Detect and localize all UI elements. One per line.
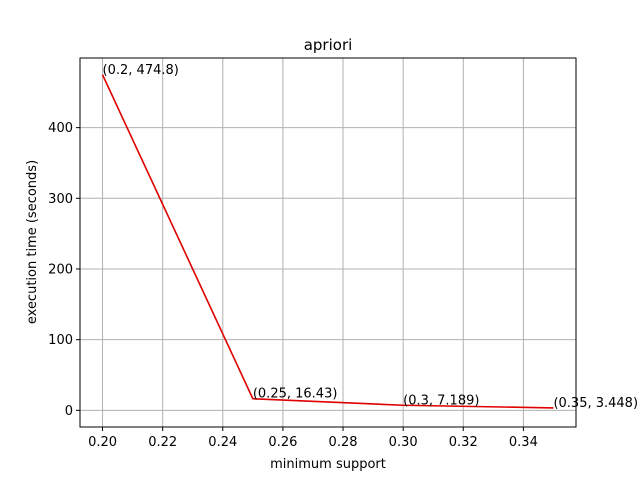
grid-layer bbox=[80, 58, 576, 427]
x-tick-label: 0.24 bbox=[208, 435, 237, 450]
y-tick-label: 100 bbox=[48, 333, 73, 348]
annotation-layer: (0.2, 474.8) (0.25, 16.43) (0.3, 7.189) (0.… bbox=[103, 63, 638, 411]
x-tick-label: 0.28 bbox=[329, 435, 358, 450]
x-tick-label: 0.22 bbox=[148, 435, 177, 450]
series-layer bbox=[101, 74, 554, 409]
y-tick-label: 200 bbox=[48, 262, 73, 277]
x-tick-label: 0.30 bbox=[389, 435, 418, 450]
data-label: (0.25, 16.43) bbox=[253, 387, 338, 402]
chart-title: apriori bbox=[304, 36, 353, 54]
data-label: (0.35, 3.448) bbox=[553, 396, 638, 411]
data-label: (0.3, 7.189) bbox=[403, 393, 479, 408]
x-tick-label: 0.20 bbox=[88, 435, 117, 450]
x-tick-label: 0.26 bbox=[268, 435, 297, 450]
x-tick-label: 0.34 bbox=[509, 435, 538, 450]
x-axis-label: minimum support bbox=[270, 457, 386, 472]
tick-layer: 0.20 0.22 0.24 0.26 0.28 0.30 0.32 0.34 0 100 200 3… bbox=[48, 121, 538, 450]
y-axis-label: execution time (seconds) bbox=[25, 160, 40, 324]
y-tick-label: 0 bbox=[65, 404, 73, 419]
plot-frame bbox=[79, 57, 577, 428]
data-label: (0.2, 474.8) bbox=[103, 63, 179, 78]
series-line bbox=[101, 74, 554, 409]
y-tick-label: 300 bbox=[48, 192, 73, 207]
x-tick-label: 0.32 bbox=[449, 435, 478, 450]
y-tick-label: 400 bbox=[48, 121, 73, 136]
